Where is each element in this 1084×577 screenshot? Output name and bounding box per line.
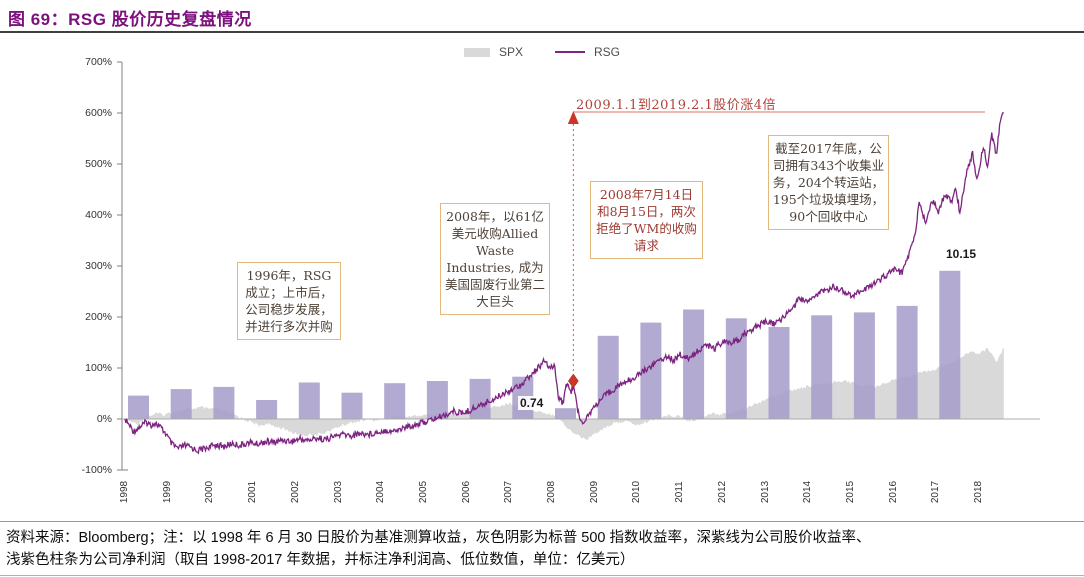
x-tick-label: 2010 bbox=[631, 480, 643, 504]
price-history-chart bbox=[117, 61, 1040, 471]
x-tick-label: 2015 bbox=[844, 480, 856, 504]
chart-legend: SPX RSG bbox=[0, 45, 1084, 59]
spx-area-swatch bbox=[463, 47, 490, 57]
y-tick-label: 600% bbox=[85, 107, 112, 119]
profit-bar-2004 bbox=[384, 383, 406, 419]
x-tick-label: 2011 bbox=[674, 481, 686, 503]
profit-bar-2001 bbox=[256, 400, 278, 419]
x-tick-label: 2018 bbox=[973, 480, 984, 504]
x-tick-label: 2001 bbox=[247, 480, 259, 504]
x-tick-label: 1999 bbox=[161, 480, 173, 504]
annotation-box-wm-rejection: 2008年7月14日和8月15日，两次拒绝了WM的收购请求 bbox=[590, 181, 703, 259]
x-tick-label: 2017 bbox=[930, 480, 942, 504]
profit-bar-2015 bbox=[853, 312, 875, 419]
figure-title-row: 图 69：RSG 股价历史复盘情况 bbox=[8, 5, 1078, 30]
profit-bar-2010 bbox=[640, 322, 662, 419]
profit-bar-2003 bbox=[341, 392, 363, 419]
footnote-line-2: 浅紫色柱条为公司净利润（取自 1998-2017 年数据，并标注净利润高、低位数… bbox=[6, 552, 635, 568]
legend-label-rsg: RSG bbox=[594, 45, 621, 59]
rsg-line-swatch bbox=[555, 51, 585, 53]
x-tick-label: 2000 bbox=[204, 480, 216, 504]
profit-bar-2005 bbox=[426, 381, 448, 419]
gain-note-text: 2009.1.1到2019.2.1股价涨4倍 bbox=[576, 98, 777, 113]
title-divider bbox=[0, 31, 1084, 33]
profit-bar-1998 bbox=[128, 395, 149, 419]
profit-bar-2013 bbox=[768, 327, 790, 419]
profit-bar-2017 bbox=[939, 270, 961, 419]
y-tick-label: 700% bbox=[85, 56, 112, 68]
profit-bar-2011 bbox=[683, 309, 705, 419]
y-tick-label: 400% bbox=[85, 209, 112, 221]
figure-title: 图 69：RSG 股价历史复盘情况 bbox=[8, 10, 252, 29]
x-tick-label: 1998 bbox=[119, 480, 130, 504]
profit-bar-2008 bbox=[555, 408, 576, 419]
profit-bar-2016 bbox=[896, 305, 918, 419]
y-tick-label: 0% bbox=[96, 413, 112, 425]
profit-bar-2002 bbox=[298, 382, 320, 419]
profit-high-label: 10.15 bbox=[946, 247, 977, 261]
y-tick-label: 100% bbox=[85, 362, 112, 374]
x-tick-label: 2007 bbox=[503, 480, 515, 504]
profit-bar-1999 bbox=[170, 389, 192, 419]
chart-area: SPX RSG 2009.1.1到2019.2.1股价涨4倍 1996年，RSG… bbox=[0, 33, 1084, 522]
x-tick-label: 2016 bbox=[887, 480, 899, 504]
rsg-price-line bbox=[124, 112, 1004, 455]
y-tick-label: -100% bbox=[81, 464, 112, 476]
x-tick-label: 2002 bbox=[289, 480, 301, 504]
up-arrow-icon bbox=[567, 111, 579, 124]
y-tick-label: 200% bbox=[85, 311, 112, 323]
profit-bar-2009 bbox=[597, 335, 619, 419]
legend-label-spx: SPX bbox=[498, 45, 523, 59]
x-tick-label: 2014 bbox=[802, 480, 814, 504]
x-tick-label: 2006 bbox=[460, 480, 472, 504]
x-tick-label: 2005 bbox=[417, 480, 429, 504]
footnote: 资料来源：Bloomberg；注：以 1998 年 6 月 30 日股价为基准测… bbox=[0, 522, 1084, 576]
annotation-box-allied-acquisition: 2008年，以61亿美元收购Allied Waste Industries, 成… bbox=[440, 203, 550, 315]
net-profit-bars bbox=[128, 270, 961, 419]
footnote-line-1: 资料来源：Bloomberg；注：以 1998 年 6 月 30 日股价为基准测… bbox=[6, 530, 871, 546]
profit-bar-2014 bbox=[811, 315, 833, 419]
x-tick-label: 2013 bbox=[759, 480, 771, 504]
y-tick-label: 500% bbox=[85, 158, 112, 170]
x-tick-label: 2012 bbox=[716, 480, 728, 504]
profit-low-label: 0.74 bbox=[518, 396, 546, 410]
x-tick-label: 2003 bbox=[332, 480, 344, 504]
y-tick-label: 300% bbox=[85, 260, 112, 272]
annotation-box-assets-2017: 截至2017年底，公司拥有343个收集业务，204个转运站，195个垃圾填埋场，… bbox=[768, 135, 889, 230]
annotation-box-founding: 1996年，RSG成立；上市后，公司稳步发展，并进行多次并购 bbox=[237, 262, 341, 340]
x-tick-label: 2004 bbox=[375, 480, 387, 504]
profit-bar-2000 bbox=[213, 386, 235, 419]
x-tick-label: 2009 bbox=[588, 480, 600, 504]
gain-start-marker bbox=[568, 373, 579, 389]
x-tick-label: 2008 bbox=[546, 480, 557, 504]
